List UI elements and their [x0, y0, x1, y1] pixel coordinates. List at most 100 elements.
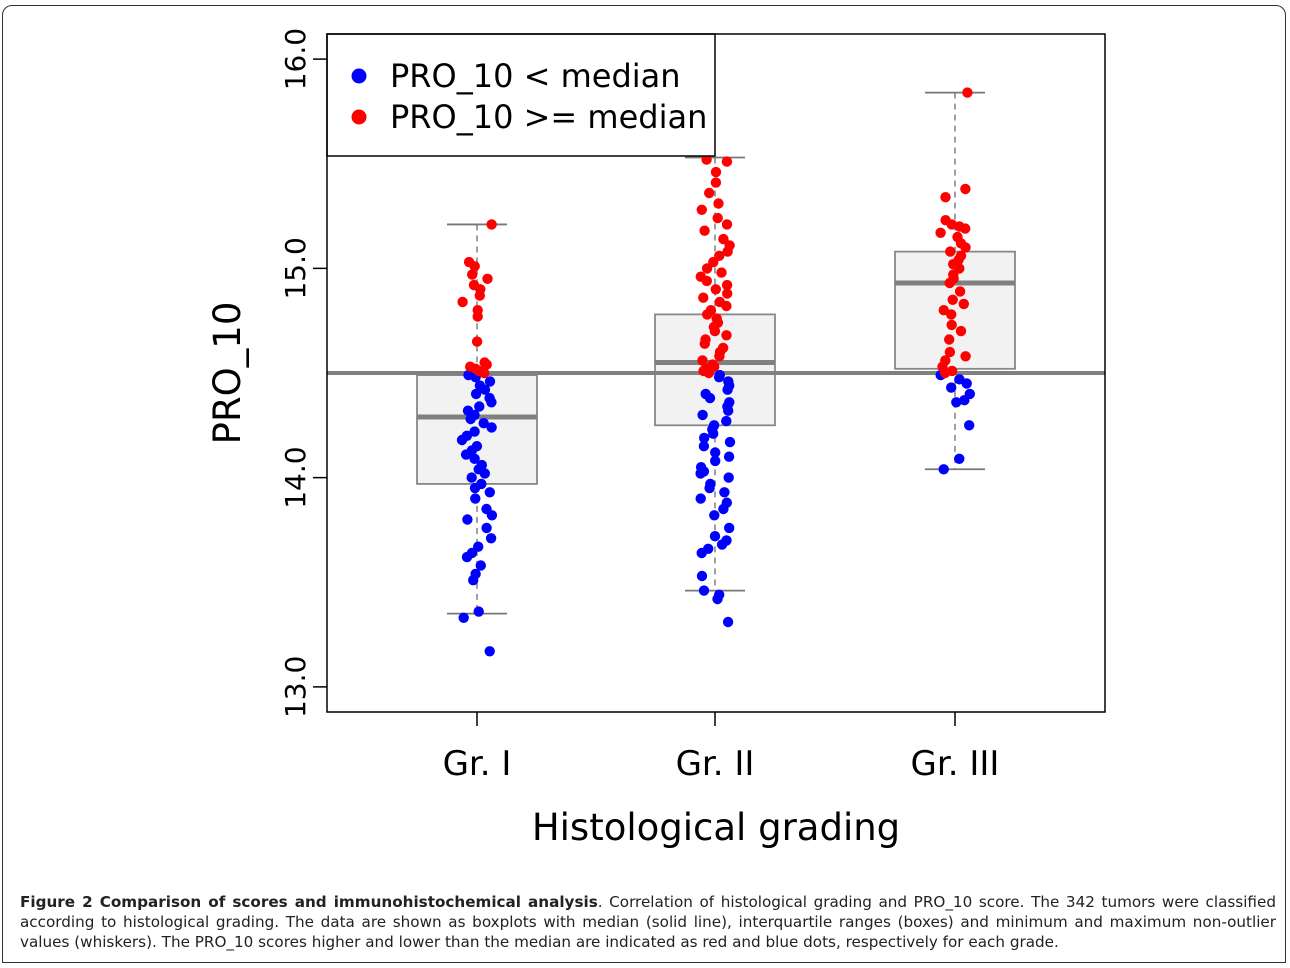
- data-point: [944, 334, 955, 345]
- data-point: [696, 570, 708, 582]
- data-point: [476, 478, 487, 490]
- data-point: [478, 418, 489, 429]
- data-point: [697, 355, 708, 366]
- data-point: [721, 279, 733, 291]
- y-tick-label: 15.0: [279, 237, 312, 299]
- data-point: [468, 279, 480, 291]
- data-point: [470, 388, 482, 400]
- data-point: [718, 233, 729, 245]
- data-point: [703, 543, 714, 554]
- data-point: [465, 361, 476, 372]
- data-point: [485, 533, 497, 544]
- data-point: [938, 464, 949, 475]
- data-point: [705, 305, 717, 316]
- data-point: [955, 325, 967, 337]
- data-point: [723, 472, 734, 483]
- data-point: [946, 319, 957, 331]
- data-point: [709, 531, 721, 542]
- data-point: [484, 487, 495, 498]
- data-point: [964, 420, 975, 431]
- legend-marker: [351, 109, 367, 125]
- data-point: [721, 330, 732, 341]
- data-point: [712, 212, 723, 224]
- data-point: [958, 298, 969, 310]
- data-point: [469, 453, 480, 464]
- data-point: [695, 462, 707, 473]
- data-point: [954, 286, 966, 297]
- figure-caption: Figure 2 Comparison of scores and immuno…: [20, 892, 1276, 952]
- data-point: [473, 541, 484, 552]
- caption-title: Figure 2 Comparison of scores and immuno…: [20, 893, 598, 911]
- data-point: [955, 250, 967, 261]
- data-point: [944, 346, 956, 358]
- legend-marker: [351, 68, 367, 84]
- data-point: [721, 156, 733, 167]
- data-point: [704, 187, 715, 199]
- data-point: [466, 547, 478, 559]
- data-point: [486, 219, 497, 230]
- y-tick-label: 13.0: [279, 656, 312, 718]
- data-point: [697, 409, 708, 421]
- data-point: [710, 166, 722, 178]
- data-point: [723, 451, 735, 462]
- data-point: [462, 405, 474, 416]
- data-point: [474, 401, 485, 412]
- data-point: [457, 296, 468, 308]
- data-point: [947, 294, 958, 305]
- data-point: [710, 284, 721, 295]
- data-point: [698, 441, 710, 452]
- data-point: [476, 459, 487, 471]
- x-axis-title: Histological grading: [532, 806, 900, 849]
- data-point: [724, 436, 736, 448]
- data-point: [481, 503, 492, 515]
- data-point: [466, 472, 477, 483]
- x-tick-label: Gr. II: [676, 744, 755, 784]
- data-point: [710, 447, 721, 458]
- data-point: [709, 510, 720, 521]
- legend-box: [326, 33, 716, 157]
- data-point: [700, 388, 711, 400]
- data-point: [473, 606, 484, 617]
- data-point: [714, 369, 725, 381]
- data-point: [469, 426, 480, 437]
- data-point: [722, 616, 734, 628]
- data-point: [467, 269, 478, 280]
- y-axis-title: PRO_10: [206, 302, 249, 445]
- data-point: [940, 355, 951, 366]
- data-point: [935, 227, 946, 238]
- data-point: [696, 204, 707, 215]
- data-point: [462, 514, 473, 525]
- data-point: [708, 420, 720, 431]
- data-point: [940, 215, 951, 226]
- data-point: [484, 376, 496, 387]
- data-point: [482, 273, 493, 284]
- data-point: [946, 365, 958, 377]
- data-point: [721, 497, 732, 508]
- data-point: [724, 522, 735, 534]
- data-point: [954, 453, 965, 464]
- data-point: [461, 430, 473, 441]
- data-point: [710, 455, 721, 467]
- data-point: [721, 415, 732, 427]
- data-point: [710, 177, 722, 188]
- x-tick-label: Gr. I: [443, 744, 512, 784]
- data-point: [698, 292, 709, 303]
- data-point: [724, 397, 735, 408]
- data-point: [964, 388, 975, 400]
- data-point: [707, 359, 718, 370]
- legend-label: PRO_10 >= median: [390, 98, 707, 136]
- data-point: [705, 478, 716, 490]
- figure-frame: [2, 5, 1286, 963]
- data-point: [723, 376, 734, 387]
- data-point: [713, 198, 724, 209]
- data-point: [479, 357, 490, 368]
- data-point: [714, 296, 725, 308]
- data-point: [700, 334, 711, 345]
- data-point: [711, 313, 722, 324]
- data-point: [714, 589, 725, 600]
- plot-frame: [326, 33, 1106, 713]
- data-point: [701, 154, 712, 165]
- data-point: [962, 87, 973, 98]
- data-point: [952, 231, 963, 243]
